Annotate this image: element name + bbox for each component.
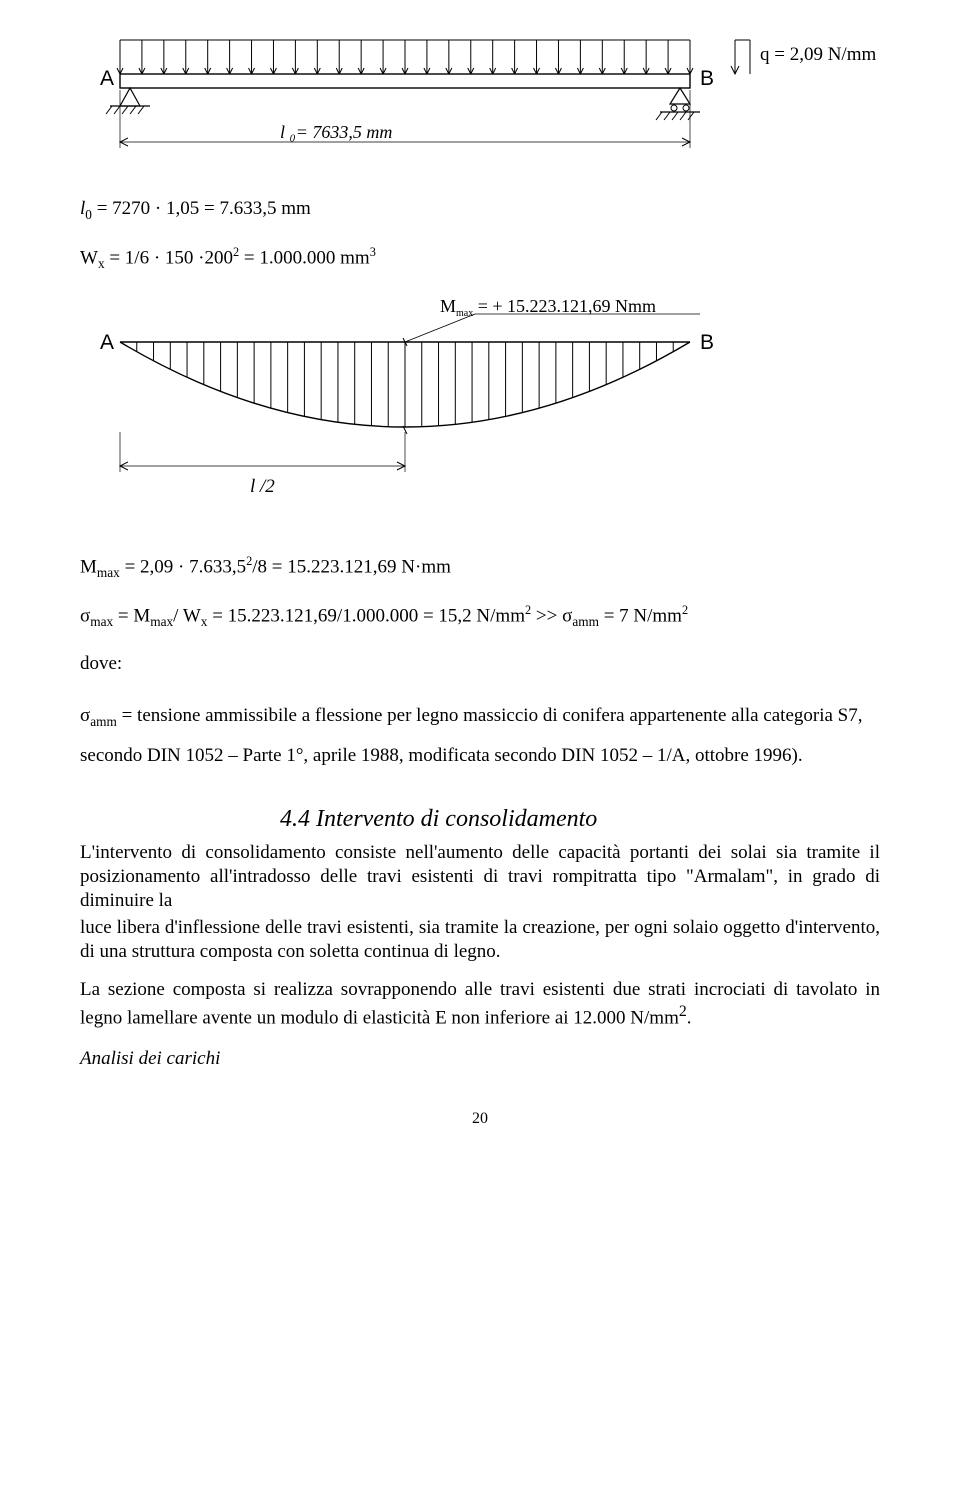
moment-B: B: [700, 331, 714, 354]
page-container: A B q = 2,09 N/mm: [0, 0, 960, 1168]
half-span-label: l /2: [250, 476, 275, 497]
analysis-heading: Analisi dei carichi: [80, 1048, 880, 1070]
formula-l0: l0 = 7270 · 1,05 = 7.633,5 mm: [80, 195, 880, 225]
formula-Wx: Wx = 1/6 · 150 ·2002 = 1.000.000 mm3: [80, 243, 880, 274]
moment-A: A: [100, 331, 114, 354]
span-label: l ₀= 7633,5 mm: [280, 122, 392, 142]
formula-Mmax: Mmax = 2,09 · 7.633,52/8 = 15.223.121,69…: [80, 552, 880, 583]
moment-svg: Mmax = + 15.223.121,69 Nmm A B l /2: [80, 292, 880, 522]
section-para3: La sezione composta si realizza sovrappo…: [80, 978, 880, 1030]
sigma-amm-definition: σamm = tensione ammissibile a flessione …: [80, 696, 880, 776]
formula-sigmamax: σmax = Mmax/ Wx = 15.223.121,69/1.000.00…: [80, 601, 880, 632]
mmax-label: Mmax = + 15.223.121,69 Nmm: [440, 296, 656, 319]
section-para2: luce libera d'inflessione delle travi es…: [80, 916, 880, 964]
q-label: q = 2,09 N/mm: [760, 44, 876, 65]
section-para1: L'intervento di consolidamento consiste …: [80, 841, 880, 912]
label-A: A: [100, 67, 114, 90]
page-number: 20: [80, 1110, 880, 1128]
section-heading: 4.4 Intervento di consolidamento: [280, 806, 880, 833]
beam-load-diagram: A B q = 2,09 N/mm: [80, 30, 880, 165]
label-B: B: [700, 67, 714, 90]
beam-svg: A B q = 2,09 N/mm: [80, 30, 880, 165]
moment-diagram: Mmax = + 15.223.121,69 Nmm A B l /2: [80, 292, 880, 522]
dove-label: dove:: [80, 650, 880, 679]
